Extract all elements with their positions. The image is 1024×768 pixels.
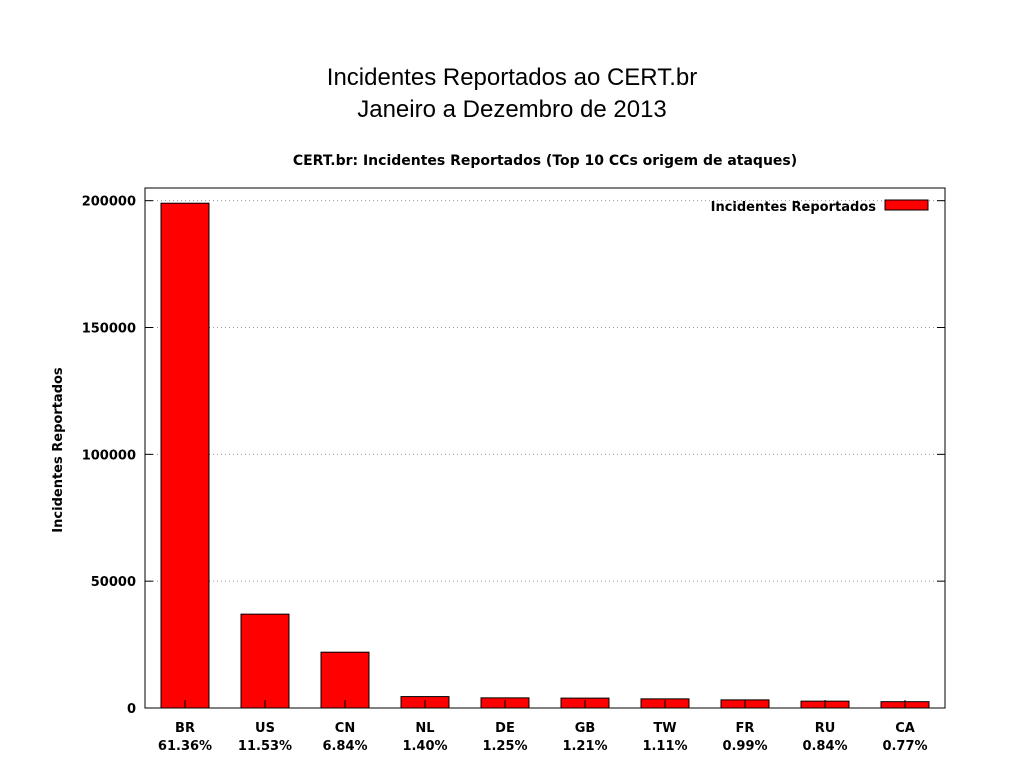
legend-swatch [884, 199, 929, 211]
y-tick-label: 150000 [82, 322, 136, 337]
x-tick-label: TW [653, 721, 676, 736]
grid-lines [145, 200, 945, 582]
x-tick-percent: 6.84% [322, 739, 367, 754]
slide-title: Incidentes Reportados ao CERT.br Janeiro… [0, 62, 1024, 126]
y-tick-label: 0 [127, 702, 136, 717]
x-tick-label: US [255, 721, 275, 736]
plot-frame [144, 187, 946, 709]
x-tick-label: NL [415, 721, 434, 736]
x-tick-label: BR [175, 721, 195, 736]
chart-title: CERT.br: Incidentes Reportados (Top 10 C… [293, 153, 797, 169]
x-tick-label: DE [495, 721, 515, 736]
slide-title-line-2: Janeiro a Dezembro de 2013 [357, 96, 667, 123]
x-tick-label: CA [895, 721, 915, 736]
bar-br [160, 202, 210, 709]
x-tick-label: GB [575, 721, 596, 736]
x-tick-percent: 1.11% [642, 739, 687, 754]
y-axis-label: Incidentes Reportados [51, 367, 66, 533]
x-tick-percent: 11.53% [238, 739, 292, 754]
x-tick-percent: 1.21% [562, 739, 607, 754]
x-tick-percent: 0.84% [802, 739, 847, 754]
bars [160, 202, 930, 709]
y-tick-label: 50000 [91, 575, 136, 590]
x-tick-percent: 0.77% [882, 739, 927, 754]
x-tick-label: CN [335, 721, 355, 736]
bar-cn [320, 651, 370, 709]
bar-us [240, 613, 290, 709]
x-tick-percent: 61.36% [158, 739, 212, 754]
y-tick-label: 100000 [82, 448, 136, 463]
x-tick-labels: BR 61.36% US 11.53% CN 6.84% NL 1.40% DE 1.25% GB 1… [158, 721, 928, 754]
x-tick-label: FR [736, 721, 755, 736]
legend: Incidentes Reportados [711, 199, 929, 215]
legend-label: Incidentes Reportados [711, 200, 877, 215]
slide-title-line-1: Incidentes Reportados ao CERT.br [326, 64, 698, 91]
x-tick-label: RU [815, 721, 836, 736]
x-tick-percent: 1.40% [402, 739, 447, 754]
x-tick-percent: 0.99% [722, 739, 767, 754]
ticks: 0 50000 100000 150000 200000 [82, 195, 945, 717]
y-tick-label: 200000 [82, 195, 136, 210]
x-tick-percent: 1.25% [482, 739, 527, 754]
